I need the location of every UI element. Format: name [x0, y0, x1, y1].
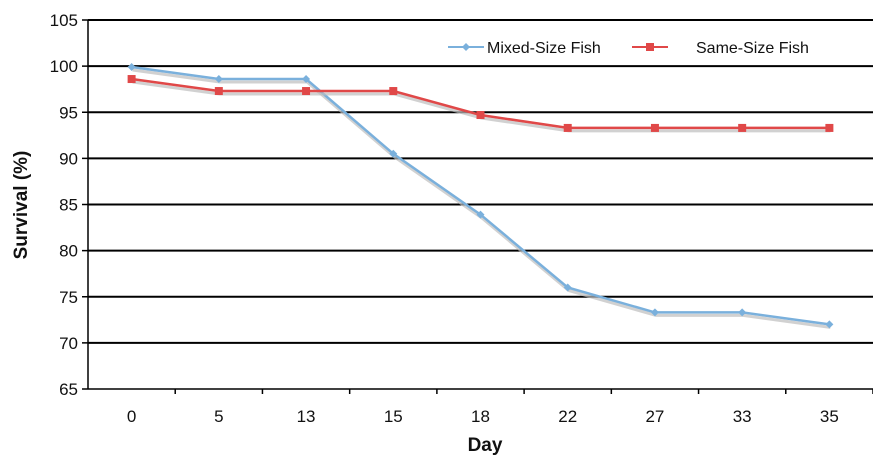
ytick-label-80: 80	[59, 242, 78, 261]
xtick-label-13: 13	[297, 407, 316, 426]
y-axis-title: Survival (%)	[11, 151, 32, 260]
xtick-label-15: 15	[384, 407, 403, 426]
legend-marker-same-size-fish	[646, 43, 654, 51]
legend-marker-mixed-size-fish	[462, 43, 470, 51]
point-mixed-size-fish-33	[738, 308, 747, 317]
point-same-size-fish-0	[127, 75, 136, 84]
point-mixed-size-fish-15	[389, 149, 398, 158]
y-tick-labels: 65 70 75 80 85 90 95 100 105	[50, 11, 78, 399]
x-axis-title: Day	[468, 435, 503, 456]
ytick-label-70: 70	[59, 334, 78, 353]
ytick-label-65: 65	[59, 380, 78, 399]
xtick-label-5: 5	[214, 407, 223, 426]
point-same-size-fish-22	[563, 123, 572, 132]
xtick-label-0: 0	[127, 407, 136, 426]
point-mixed-size-fish-35	[825, 320, 834, 329]
series-line-mixed-size-fish	[131, 65, 830, 326]
series-line-same-size-fish	[131, 77, 830, 130]
point-same-size-fish-35	[825, 123, 834, 132]
ytick-label-90: 90	[59, 149, 78, 168]
point-mixed-size-fish-27	[650, 308, 659, 317]
xtick-label-27: 27	[645, 407, 664, 426]
point-mixed-size-fish-18	[476, 210, 485, 219]
axes	[87, 20, 873, 390]
point-mixed-size-fish-22	[563, 283, 572, 292]
point-same-size-fish-33	[738, 123, 747, 132]
ytick-label-105: 105	[50, 11, 78, 30]
x-tick-labels: 0 5 13 15 18 22 27 33 35	[127, 389, 873, 426]
xtick-label-22: 22	[558, 407, 577, 426]
ytick-label-100: 100	[50, 57, 78, 76]
point-same-size-fish-5	[214, 87, 223, 96]
xtick-label-18: 18	[471, 407, 490, 426]
point-same-size-fish-18	[476, 111, 485, 120]
series-shadow-mixed-size-fish	[132, 68, 831, 329]
ytick-label-75: 75	[59, 288, 78, 307]
point-mixed-size-fish-5	[214, 75, 223, 84]
point-same-size-fish-27	[650, 123, 659, 132]
point-mixed-size-fish-0	[127, 63, 136, 72]
point-mixed-size-fish-13	[302, 75, 311, 84]
point-same-size-fish-13	[302, 87, 311, 96]
xtick-label-35: 35	[820, 407, 839, 426]
ytick-label-95: 95	[59, 103, 78, 122]
series-lines	[127, 63, 834, 329]
ytick-label-85: 85	[59, 196, 78, 215]
series-shadow-same-size-fish	[132, 80, 831, 133]
point-same-size-fish-15	[389, 87, 398, 96]
legend-label-same-size-fish: Same-Size Fish	[696, 40, 809, 57]
legend: Mixed-Size Fish Same-Size Fish	[448, 40, 809, 57]
grid-lines	[82, 19, 873, 390]
xtick-label-33: 33	[733, 407, 752, 426]
legend-label-mixed-size-fish: Mixed-Size Fish	[487, 40, 601, 57]
